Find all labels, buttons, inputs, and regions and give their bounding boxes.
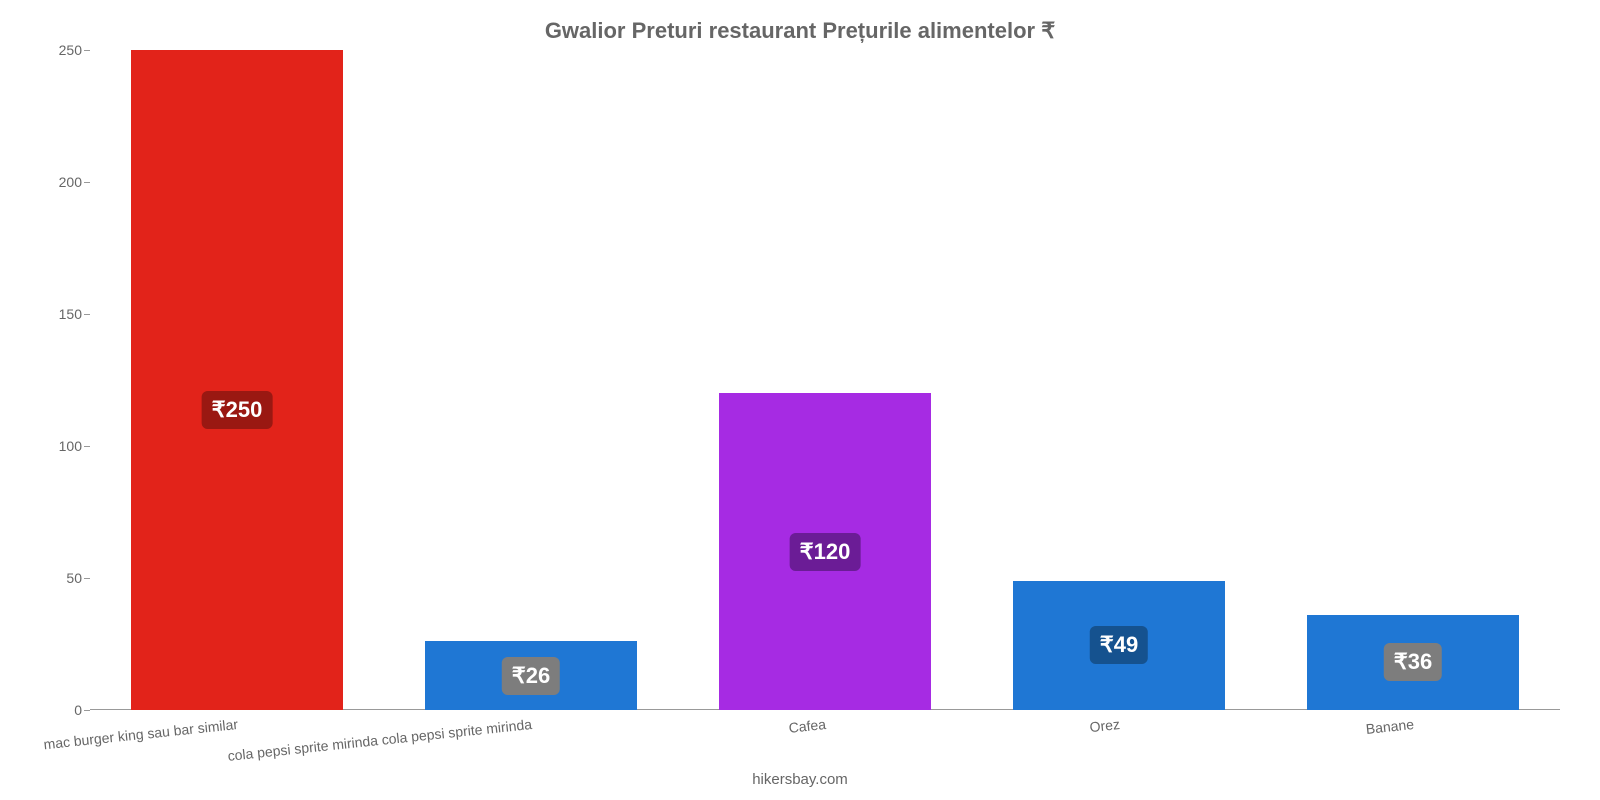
y-tick-label: 200 (40, 174, 82, 190)
x-label: Cafea (825, 712, 864, 734)
y-tick-mark (84, 446, 90, 447)
y-tick-label: 250 (40, 42, 82, 58)
x-label: Banane (1413, 711, 1463, 734)
y-tick-label: 50 (40, 570, 82, 586)
y-tick-mark (84, 50, 90, 51)
plot-region: 050100150200250₹250mac burger king sau b… (90, 50, 1560, 710)
bar-value-label: ₹250 (202, 391, 273, 429)
y-tick-mark (84, 182, 90, 183)
chart-area: 050100150200250₹250mac burger king sau b… (90, 50, 1560, 710)
bar-value-label: ₹120 (790, 533, 861, 571)
bar-value-label: ₹49 (1090, 626, 1148, 664)
bar-value-label: ₹26 (502, 657, 560, 695)
bar-value-label: ₹36 (1384, 643, 1442, 681)
y-tick-mark (84, 314, 90, 315)
y-tick-label: 100 (40, 438, 82, 454)
y-tick-mark (84, 710, 90, 711)
y-tick-mark (84, 578, 90, 579)
source-attribution: hikersbay.com (0, 771, 1600, 788)
chart-title: Gwalior Preturi restaurant Prețurile ali… (0, 0, 1600, 52)
y-tick-label: 0 (40, 702, 82, 718)
x-label: Orez (1119, 713, 1151, 734)
y-tick-label: 150 (40, 306, 82, 322)
bar (131, 50, 343, 710)
